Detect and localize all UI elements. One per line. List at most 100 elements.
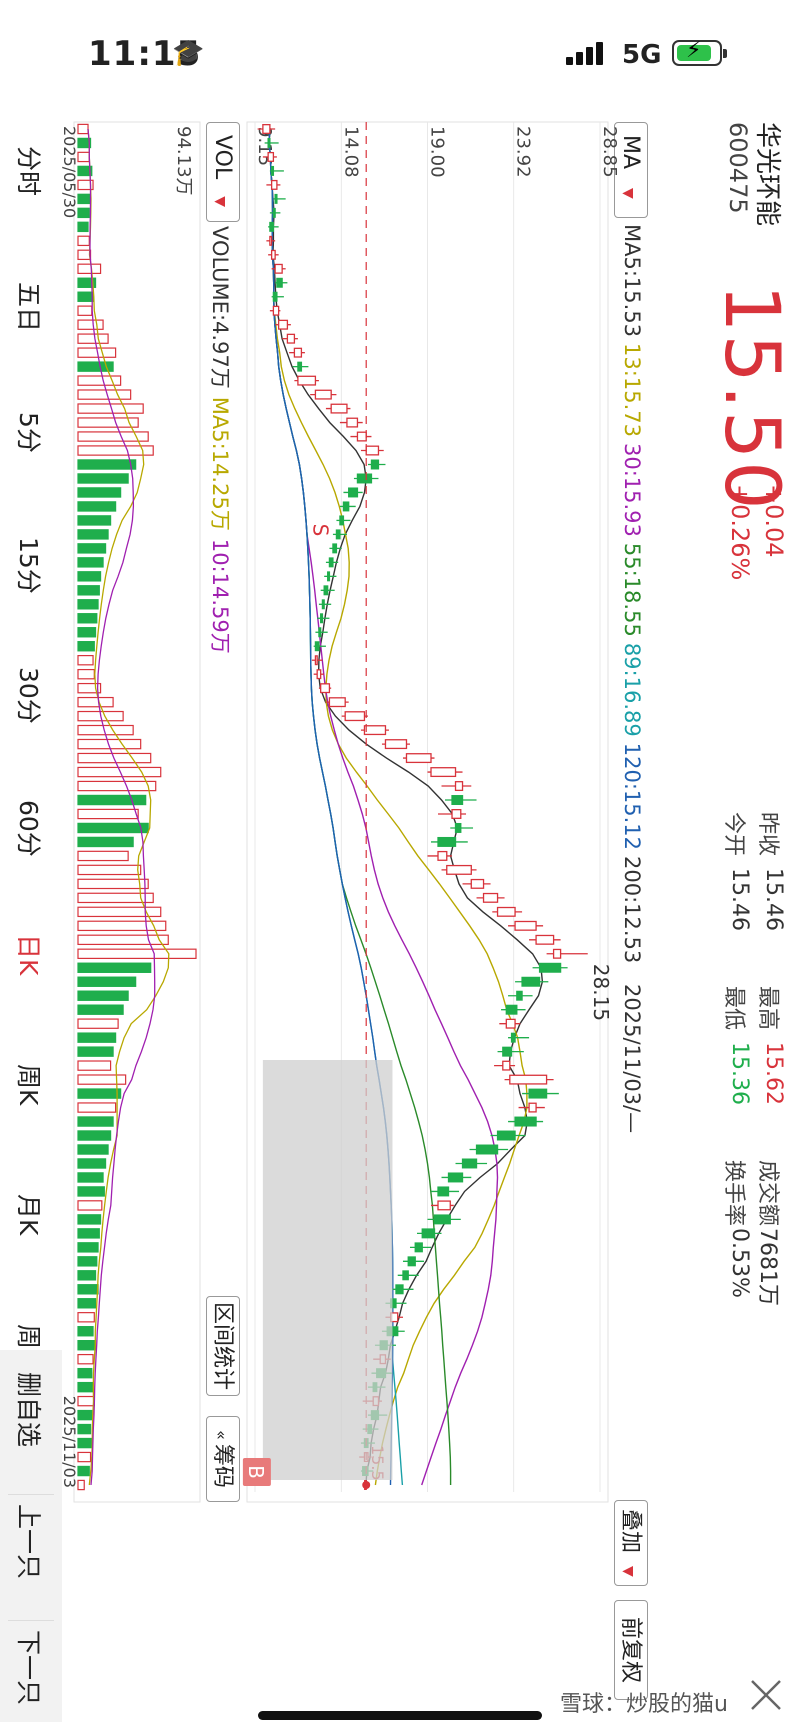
candle — [328, 697, 346, 708]
candle — [346, 417, 359, 428]
network-type: 5G — [622, 40, 662, 70]
period-tab[interactable]: 日K — [14, 934, 43, 976]
kline-chart[interactable]: 28.8523.9219.0014.089.1515.528.15BS94.13… — [0, 112, 800, 1722]
volume-bar — [77, 1353, 94, 1365]
volume-bar — [77, 417, 139, 428]
period-tab[interactable]: 5分 — [14, 412, 43, 453]
volume-bar — [77, 1340, 97, 1351]
volume-bar — [77, 1298, 97, 1309]
candle — [286, 333, 296, 344]
volume-bar — [77, 962, 152, 973]
candle — [521, 976, 541, 987]
price-axis-label: 14.08 — [340, 126, 361, 178]
candle — [320, 613, 324, 624]
candle — [451, 795, 464, 805]
candle — [502, 1046, 513, 1057]
candle — [276, 277, 283, 288]
sell-marker-label: S — [309, 524, 333, 537]
volume-bar — [77, 571, 102, 582]
period-tab[interactable]: 30分 — [14, 667, 43, 724]
period-tab[interactable]: 五日 — [14, 282, 43, 333]
volume-bar — [77, 1423, 92, 1435]
current-price-dot — [362, 1481, 371, 1490]
candle — [274, 263, 283, 274]
candle — [270, 165, 275, 176]
volume-bar — [77, 1102, 117, 1113]
candle — [339, 515, 345, 526]
candle — [516, 990, 523, 1001]
candle — [437, 850, 448, 861]
candle — [430, 767, 457, 778]
candle — [320, 683, 331, 694]
candle — [267, 151, 275, 162]
watermark: 雪球：炒股的猫u — [560, 1692, 728, 1717]
period-tab[interactable]: 月K — [14, 1194, 43, 1236]
candle — [454, 822, 462, 833]
volume-bar — [77, 137, 92, 149]
volume-bar — [77, 1144, 109, 1155]
period-tab[interactable]: 分时 — [14, 146, 43, 197]
period-tab[interactable]: 15分 — [14, 537, 43, 594]
volume-bar — [77, 305, 93, 316]
volume-bar — [77, 1270, 97, 1281]
volume-bar — [77, 920, 167, 932]
action-divider — [8, 1620, 54, 1621]
volume-bar — [77, 1074, 127, 1085]
period-tab[interactable]: 60分 — [14, 800, 43, 857]
candle — [437, 836, 457, 847]
volume-bar — [77, 1284, 99, 1295]
candle — [470, 878, 485, 889]
volume-bar — [77, 193, 92, 205]
volume-bar — [77, 235, 90, 247]
volume-bar — [77, 529, 109, 540]
volume-bar — [77, 627, 97, 638]
candle — [318, 627, 322, 638]
candle — [437, 1186, 450, 1197]
price-axis-label: 19.00 — [427, 126, 448, 178]
volume-bar — [77, 389, 132, 400]
battery-icon: ⚡ — [672, 38, 727, 66]
volume-bar — [77, 808, 139, 820]
volume-bar — [77, 1032, 117, 1043]
action-button[interactable]: 下一只 — [14, 1630, 43, 1706]
candle — [461, 1158, 478, 1169]
candle — [314, 641, 320, 652]
volume-bar — [77, 1326, 94, 1337]
candle — [451, 809, 462, 819]
candle — [509, 1074, 548, 1085]
candle — [348, 487, 359, 498]
candle — [321, 599, 325, 610]
ma-line — [268, 128, 394, 1486]
volume-bar — [77, 850, 129, 862]
volume-bar — [77, 613, 98, 624]
period-tab[interactable]: 周K — [14, 1064, 43, 1106]
action-button[interactable]: 上一只 — [14, 1504, 43, 1580]
candle — [365, 445, 380, 456]
candle — [297, 375, 317, 386]
candle — [277, 319, 289, 330]
candle — [272, 291, 278, 302]
volume-bar — [77, 1116, 114, 1127]
close-icon[interactable] — [748, 1677, 784, 1713]
volume-bar — [77, 1088, 122, 1099]
volume-panel-frame — [73, 121, 201, 1503]
volume-bar — [77, 1200, 103, 1211]
home-indicator[interactable] — [258, 1711, 542, 1720]
volume-bar — [77, 1437, 93, 1449]
volume-bar — [77, 1242, 99, 1253]
volume-bar — [77, 822, 149, 834]
volume-bar — [77, 473, 129, 484]
volume-bar — [77, 1172, 104, 1183]
graduation-cap-icon: 🎓 — [172, 38, 205, 68]
action-button[interactable]: 删自选 — [14, 1372, 43, 1448]
candle — [384, 739, 408, 750]
candle — [370, 459, 380, 470]
volume-bar — [77, 123, 89, 135]
volume-bar — [77, 585, 100, 596]
volume-bar — [77, 1214, 102, 1225]
volume-bar — [77, 221, 89, 233]
signal-icon — [566, 42, 606, 65]
candle — [535, 934, 555, 945]
price-axis-label: 28.85 — [599, 126, 620, 178]
volume-bar — [77, 543, 107, 554]
